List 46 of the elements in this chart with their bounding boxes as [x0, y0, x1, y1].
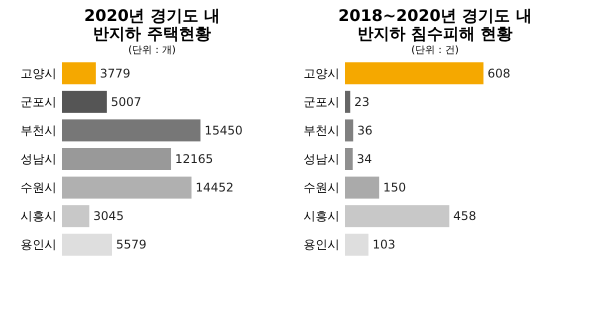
data-label: 15450 — [204, 123, 243, 138]
data-label: 5007 — [110, 94, 142, 109]
data-label: 3779 — [100, 66, 130, 80]
data-label: 34 — [356, 152, 372, 166]
data-label: 12165 — [175, 152, 214, 166]
bar — [62, 90, 107, 113]
bar — [62, 234, 112, 256]
data-label: 5579 — [116, 238, 147, 252]
bar — [62, 176, 192, 199]
bar — [62, 148, 172, 170]
y-tick-label: 성남시 — [304, 152, 340, 166]
y-tick-label: 부천시 — [20, 123, 56, 138]
data-label: 608 — [487, 66, 510, 80]
y-tick-label: 성남시 — [20, 152, 56, 166]
chart-subtitle: (단위 : 건) — [411, 45, 459, 56]
chart-title: 2020년 경기도 내 반지하 주택현황 — [84, 6, 220, 43]
data-label: 103 — [372, 238, 396, 252]
bar — [345, 234, 368, 256]
bar — [345, 148, 353, 170]
bar — [62, 62, 96, 84]
y-tick-label: 고양시 — [304, 66, 340, 80]
chart-title: 2018~2020년 경기도 내 반지하 침수피해 현황 — [338, 6, 532, 43]
y-tick-label: 시흥시 — [20, 209, 56, 224]
chart-subtitle: (단위 : 개) — [128, 45, 176, 56]
data-label: 3045 — [93, 209, 124, 224]
y-tick-label: 수원시 — [20, 180, 56, 195]
bar — [345, 205, 450, 228]
y-tick-label: 고양시 — [20, 66, 56, 80]
y-tick-label: 용인시 — [20, 238, 56, 252]
bar — [62, 119, 200, 142]
bar — [345, 176, 380, 199]
data-label: 150 — [383, 180, 406, 195]
bar — [345, 119, 354, 142]
y-tick-label: 군포시 — [20, 94, 56, 109]
y-tick-label: 부천시 — [304, 123, 340, 138]
y-tick-label: 시흥시 — [304, 209, 340, 224]
data-label: 458 — [453, 209, 476, 224]
bar — [62, 205, 90, 228]
data-label: 14452 — [196, 180, 234, 195]
y-tick-label: 용인시 — [304, 238, 340, 252]
y-tick-label: 군포시 — [304, 94, 340, 109]
data-label: 23 — [354, 94, 370, 109]
bar — [345, 90, 350, 113]
y-tick-label: 수원시 — [304, 180, 340, 195]
bar — [345, 62, 484, 84]
data-label: 36 — [357, 123, 372, 138]
